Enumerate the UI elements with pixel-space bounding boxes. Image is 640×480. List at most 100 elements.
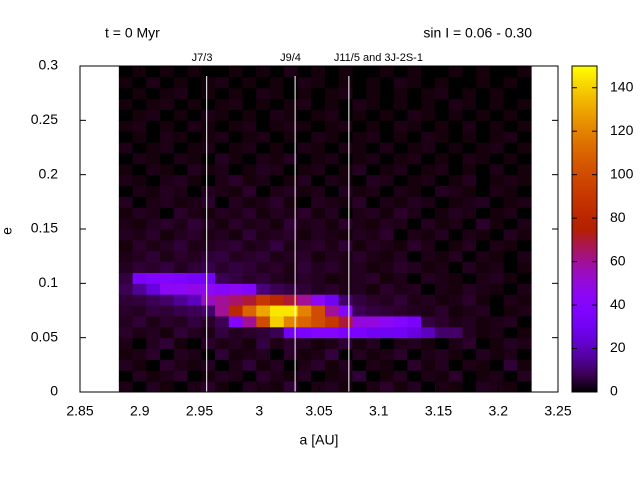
heat-cell (311, 239, 326, 252)
heat-cell (187, 239, 202, 252)
heat-cell (421, 359, 436, 371)
heat-cell (270, 185, 285, 197)
heat-cell (489, 370, 505, 382)
heat-cell (407, 66, 422, 78)
heat-cell (462, 196, 477, 208)
heat-cell (338, 142, 353, 154)
heat-cell (366, 239, 381, 252)
heat-cell (187, 229, 202, 241)
heat-cell (297, 142, 312, 154)
heat-cell (256, 120, 271, 132)
heat-cell (215, 185, 230, 197)
heat-cell (517, 239, 532, 252)
heat-cell (489, 250, 505, 263)
heat-cell (215, 337, 230, 350)
heat-cell (173, 185, 189, 197)
heat-cell (407, 261, 422, 273)
heat-cell (228, 152, 244, 165)
heat-cell (228, 294, 244, 306)
heat-cell (503, 109, 518, 121)
heat-cell (366, 261, 381, 273)
heat-cell (476, 326, 491, 339)
heat-cell (270, 283, 285, 295)
heat-cell (379, 294, 395, 306)
heat-cell (187, 337, 202, 350)
heat-cell (421, 98, 436, 110)
heat-cell (324, 142, 340, 154)
heat-cell (503, 66, 518, 78)
heat-cell (421, 348, 436, 360)
heat-cell (242, 370, 257, 382)
heat-cell (352, 359, 367, 371)
heat-cell (160, 109, 175, 121)
resonance-label: J9/4 (280, 52, 301, 64)
heat-cell (173, 196, 189, 208)
heat-cell (338, 261, 353, 273)
colorbar-tick-label: 40 (610, 296, 626, 312)
heat-cell (187, 163, 202, 176)
heat-cell (462, 261, 477, 273)
heat-cell (517, 381, 532, 393)
heat-cell (338, 305, 353, 317)
heat-cell (256, 174, 271, 187)
heat-cell (242, 359, 257, 371)
heat-cell (421, 261, 436, 273)
heat-cell (379, 163, 395, 176)
heat-cell (503, 337, 518, 350)
heat-cell (338, 163, 353, 176)
heat-cell (421, 109, 436, 121)
heat-cell (146, 174, 161, 187)
heat-cell (146, 207, 161, 219)
heat-cell (256, 185, 271, 197)
heat-cell (146, 261, 161, 273)
heat-cell (352, 207, 367, 219)
heat-cell (448, 261, 463, 273)
heat-cell (366, 120, 381, 132)
heat-cell (462, 250, 477, 263)
heat-cell (270, 370, 285, 382)
heat-cell (215, 239, 230, 252)
heat-cell (311, 229, 326, 241)
heat-cell (503, 76, 518, 89)
heat-cell (228, 381, 244, 393)
heat-cell (407, 142, 422, 154)
heat-cell (462, 272, 477, 284)
heat-cell (489, 109, 505, 121)
heat-cell (215, 359, 230, 371)
heat-cell (489, 359, 505, 371)
heat-cell (242, 163, 257, 176)
heat-cell (160, 272, 175, 284)
heat-cell (283, 142, 298, 154)
heat-cell (118, 174, 134, 187)
heat-cell (366, 283, 381, 295)
heat-cell (366, 305, 381, 317)
heat-cell (283, 348, 298, 360)
heat-cell (160, 326, 175, 339)
heat-cell (270, 294, 285, 306)
heat-cell (476, 87, 491, 100)
x-tick-label: 2.95 (186, 403, 213, 419)
heat-cell (270, 131, 285, 143)
heat-cell (434, 381, 450, 393)
heat-cell (407, 76, 422, 89)
heat-cell (434, 142, 450, 154)
heat-cell (215, 348, 230, 360)
heat-cell (517, 66, 532, 78)
heat-cell (256, 272, 271, 284)
heat-cell (118, 326, 134, 339)
heat-cell (352, 76, 367, 89)
heat-cell (421, 131, 436, 143)
heat-cell (352, 348, 367, 360)
heat-cell (517, 76, 532, 89)
heat-cell (311, 348, 326, 360)
heat-cell (146, 87, 161, 100)
heat-cell (489, 196, 505, 208)
heat-cell (407, 250, 422, 263)
heat-cell (242, 283, 257, 295)
heat-cell (146, 283, 161, 295)
heat-cell (462, 76, 477, 89)
heat-cell (215, 315, 230, 328)
heat-cell (118, 337, 134, 350)
heat-cell (215, 370, 230, 382)
heat-cell (215, 152, 230, 165)
